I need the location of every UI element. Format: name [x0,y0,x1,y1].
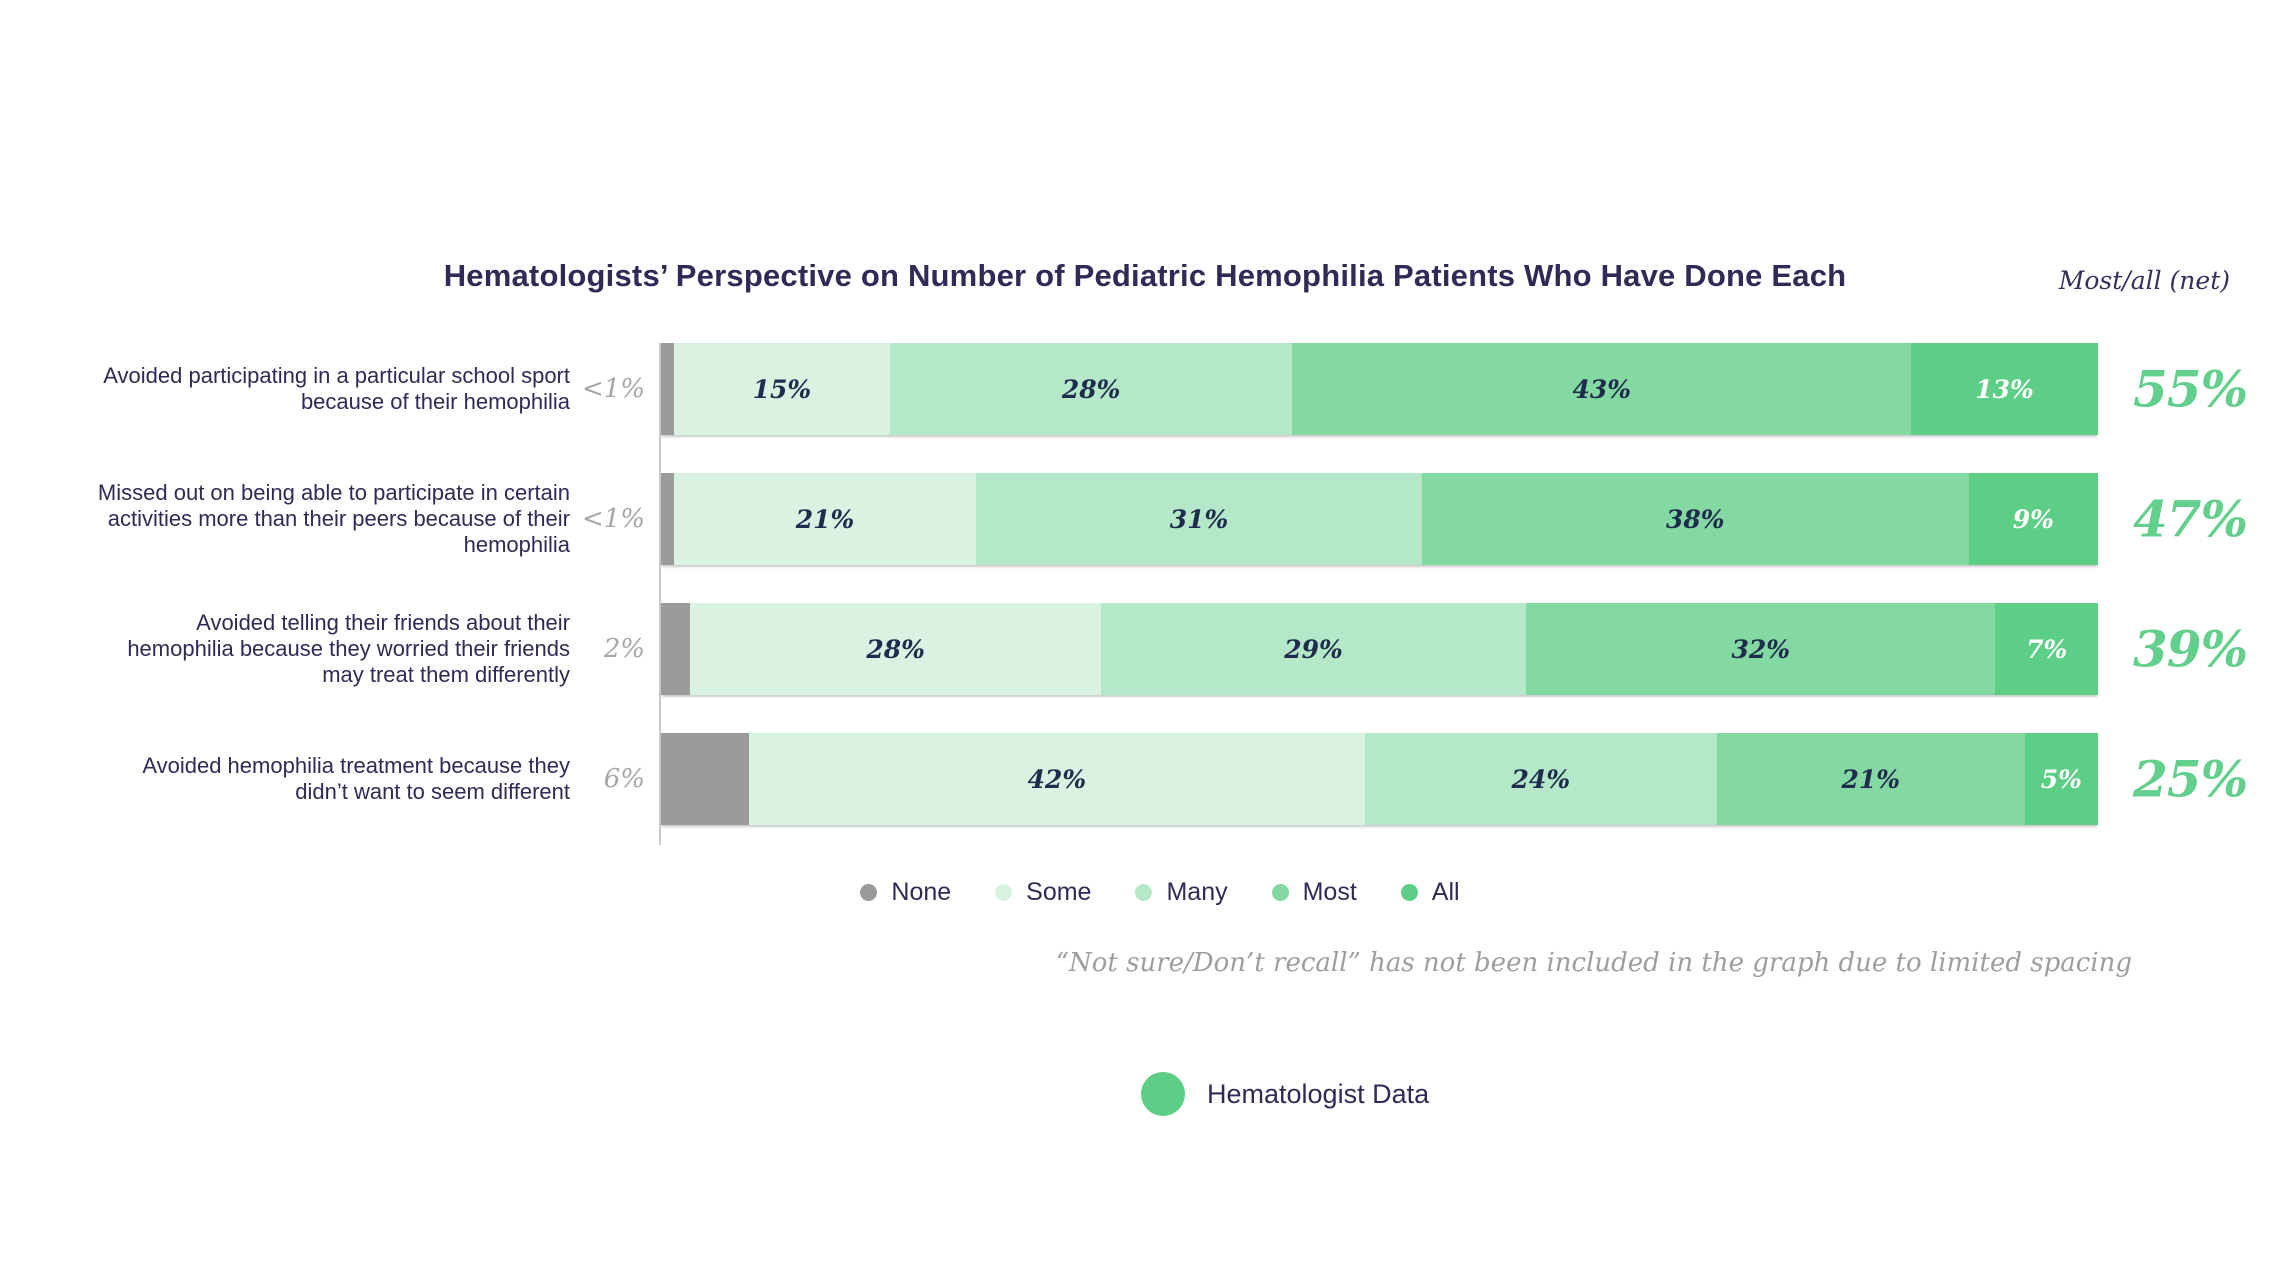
segment-value-label: 28% [866,634,925,664]
bar-segment-none [661,343,674,435]
segment-value-label: 5% [2040,764,2082,794]
row-label: Missed out on being able to participate … [97,480,570,557]
chart-title: Hematologists’ Perspective on Number of … [443,258,1847,293]
row-label: Avoided participating in a particular sc… [103,363,570,414]
source-legend-label: Hematologist Data [1207,1078,1430,1109]
net-column-header: Most/all (net) [2058,266,2230,295]
hematologist-data-dot-icon [1141,1072,1185,1116]
bar-row: Avoided participating in a particular sc… [0,343,2290,435]
legend-dot-icon [1135,884,1153,901]
legend-item-most: Most [1271,878,1357,907]
legend-label: All [1431,878,1460,906]
bar-row: Avoided hemophilia treatment because the… [0,733,2290,825]
segment-value-label: 15% [752,374,812,404]
stack-legend: None Some Many Most All [15,878,2290,907]
bar-segment-many: 29% [1100,603,1527,695]
segment-value-label: 7% [2026,634,2068,664]
bar-segment-most: 43% [1292,343,1912,435]
segment-value-label: 21% [1841,764,1900,794]
net-value: 55% [2133,359,2248,419]
stacked-bar: 28% 29% 32% 7% [661,603,2098,695]
legend-item-all: All [1400,878,1460,907]
none-value-label: <1% [581,504,645,534]
net-value: 47% [2133,489,2248,549]
legend-label: None [891,878,952,906]
legend-dot-icon [1271,884,1289,901]
legend-dot-icon [860,884,878,901]
bar-segment-many: 31% [976,473,1422,565]
segment-value-label: 13% [1975,374,2034,404]
bar-segment-all: 7% [1995,603,2098,695]
bar-segment-all: 5% [2024,733,2098,825]
row-label: Avoided hemophilia treatment because the… [142,753,570,804]
bar-segment-all: 9% [1968,473,2099,565]
segment-value-label: 42% [1027,764,1087,794]
segment-value-label: 21% [795,504,855,534]
legend-label: Some [1026,878,1092,906]
segment-value-label: 32% [1731,634,1791,664]
axis-baseline [659,343,661,845]
bar-segment-none [661,733,749,825]
row-label: Avoided telling their friends about thei… [127,610,570,687]
legend-label: Most [1302,878,1357,906]
stacked-bar: 15% 28% 43% 13% [661,343,2099,435]
segment-value-label: 31% [1169,504,1229,534]
legend-item-some: Some [995,878,1091,907]
bar-segment-some: 42% [748,733,1365,825]
bar-segment-some: 21% [673,473,977,565]
source-legend: Hematologist Data [1141,1072,1429,1116]
bar-row: Missed out on being able to participate … [0,473,2290,565]
legend-label: Many [1166,878,1228,906]
none-value-label: 2% [603,634,645,664]
bar-segment-none [661,603,691,695]
segment-value-label: 43% [1572,374,1632,404]
segment-value-label: 28% [1061,374,1121,404]
bar-segment-none [661,473,674,565]
net-value: 25% [2133,749,2248,809]
chart-note: “Not sure/Don’t recall” has not been inc… [1055,948,2132,978]
legend-dot-icon [995,884,1013,901]
segment-value-label: 24% [1511,764,1571,794]
legend-dot-icon [1400,884,1418,901]
bar-segment-many: 28% [889,343,1293,435]
none-value-label: 6% [603,764,645,794]
segment-value-label: 9% [2012,504,2054,534]
bar-segment-most: 21% [1716,733,2025,825]
bar-segment-all: 13% [1911,343,2099,435]
bar-segment-some: 15% [673,343,890,435]
net-value: 39% [2133,619,2248,679]
bar-segment-most: 32% [1526,603,1996,695]
segment-value-label: 38% [1665,504,1725,534]
bar-row: Avoided telling their friends about thei… [0,603,2290,695]
legend-item-many: Many [1135,878,1228,907]
stacked-bar: 21% 31% 38% 9% [661,473,2099,565]
segment-value-label: 29% [1284,634,1343,664]
bar-segment-many: 24% [1364,733,1717,825]
legend-item-none: None [860,878,951,907]
none-value-label: <1% [581,374,645,404]
bar-segment-most: 38% [1421,473,1969,565]
stacked-bar: 42% 24% 21% 5% [661,733,2098,825]
bar-segment-some: 28% [690,603,1101,695]
